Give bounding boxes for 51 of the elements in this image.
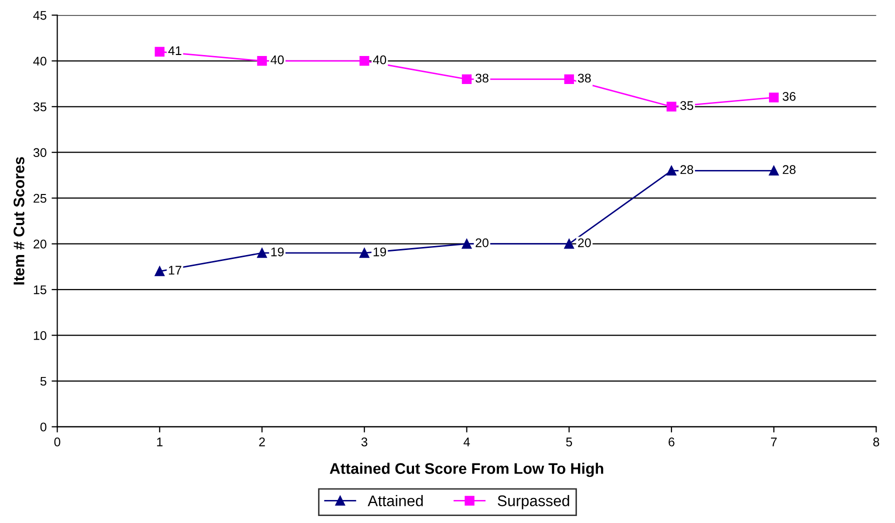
point <box>154 46 165 57</box>
data-label: 38 <box>476 74 488 83</box>
y-tick-label: 25 <box>34 194 46 203</box>
point <box>360 56 370 66</box>
point <box>666 166 676 176</box>
point <box>564 74 574 84</box>
data-label: 41 <box>168 46 182 55</box>
point <box>462 238 472 249</box>
y-tick-label: 10 <box>34 331 46 340</box>
y-tick-label: 0 <box>40 422 46 432</box>
data-label: 20 <box>476 238 488 248</box>
x-tick-label: 0 <box>54 438 60 446</box>
data-label: 36 <box>782 92 796 101</box>
point <box>257 248 267 258</box>
y-tick-label: 15 <box>34 285 46 294</box>
point <box>768 92 779 102</box>
y-tick-label: 30 <box>33 148 46 158</box>
y-tick-label: 40 <box>33 56 46 66</box>
x-tick-label: 1 <box>157 438 163 446</box>
data-label: 28 <box>680 165 694 174</box>
x-axis-title: Attained Cut Score From Low To High <box>330 462 604 478</box>
x-tick-label: 3 <box>361 438 368 446</box>
point <box>154 266 165 276</box>
x-tick-label: 6 <box>668 438 674 446</box>
y-tick-label: 5 <box>40 376 46 386</box>
data-label: 40 <box>270 55 284 64</box>
point <box>564 238 574 249</box>
legend-label: Attained <box>368 495 423 506</box>
x-tick-label: 8 <box>873 438 880 446</box>
data-label: 17 <box>168 266 182 275</box>
point <box>768 166 779 176</box>
data-label: 19 <box>374 247 386 256</box>
y-tick-label: 20 <box>34 240 46 248</box>
y-tick-label: 45 <box>33 11 46 20</box>
data-label: 19 <box>271 247 284 256</box>
data-label: 20 <box>578 238 591 248</box>
legend-label: Surpassed <box>498 495 570 510</box>
data-label: 28 <box>782 165 796 174</box>
data-label: 38 <box>578 74 591 83</box>
x-tick-label: 5 <box>566 438 572 446</box>
point <box>360 248 370 258</box>
point <box>257 56 267 66</box>
y-tick-label: 35 <box>33 102 46 112</box>
point <box>666 102 676 112</box>
data-label: 35 <box>680 101 694 110</box>
data-label: 40 <box>372 55 386 64</box>
y-axis-title: Item # Cut Scores <box>14 157 24 284</box>
point <box>462 74 472 84</box>
x-tick-label: 4 <box>464 438 470 446</box>
x-tick-label: 2 <box>259 438 265 446</box>
x-tick-label: 7 <box>771 438 777 446</box>
